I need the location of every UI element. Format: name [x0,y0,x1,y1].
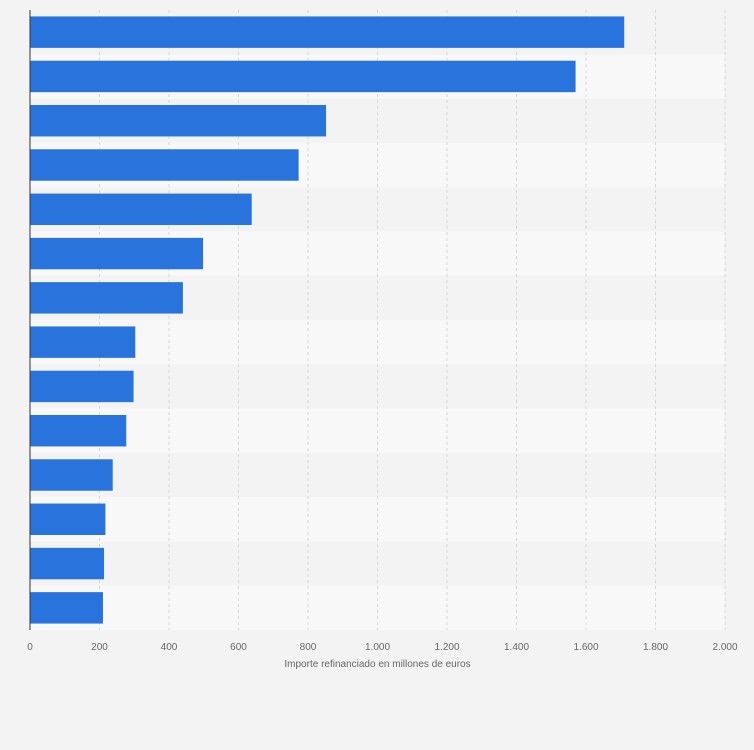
x-axis-ticks: 0 200 400 600 800 1.000 1.200 1.400 1.600 1.800 2.… [27,642,738,653]
bar [30,459,113,491]
x-tick-label: 1.600 [573,642,598,653]
x-tick-label: 800 [300,642,317,653]
bar [30,16,625,48]
x-tick-label: 0 [27,642,33,653]
bar [30,592,103,624]
bar [30,193,252,226]
x-tick-label: 1.800 [643,642,668,653]
bar [30,503,106,536]
x-tick-label: 400 [161,642,178,653]
x-tick-label: 2.000 [712,642,737,653]
bar [30,104,327,137]
gridlines [99,10,726,630]
x-tick-label: 600 [230,642,247,653]
x-tick-label: 1.000 [365,642,390,653]
bar [30,149,299,181]
bar [30,60,576,93]
x-tick-label: 1.400 [504,642,529,653]
bar [30,326,136,358]
bar [30,370,134,403]
x-tick-label: 1.200 [434,642,459,653]
bar [30,237,204,270]
bars [30,16,625,624]
x-tick-label: 200 [91,642,108,653]
x-axis-title: Importe refinanciado en millones de euro… [284,659,470,670]
bar [30,414,127,447]
bar [30,547,105,580]
bar [30,282,183,314]
